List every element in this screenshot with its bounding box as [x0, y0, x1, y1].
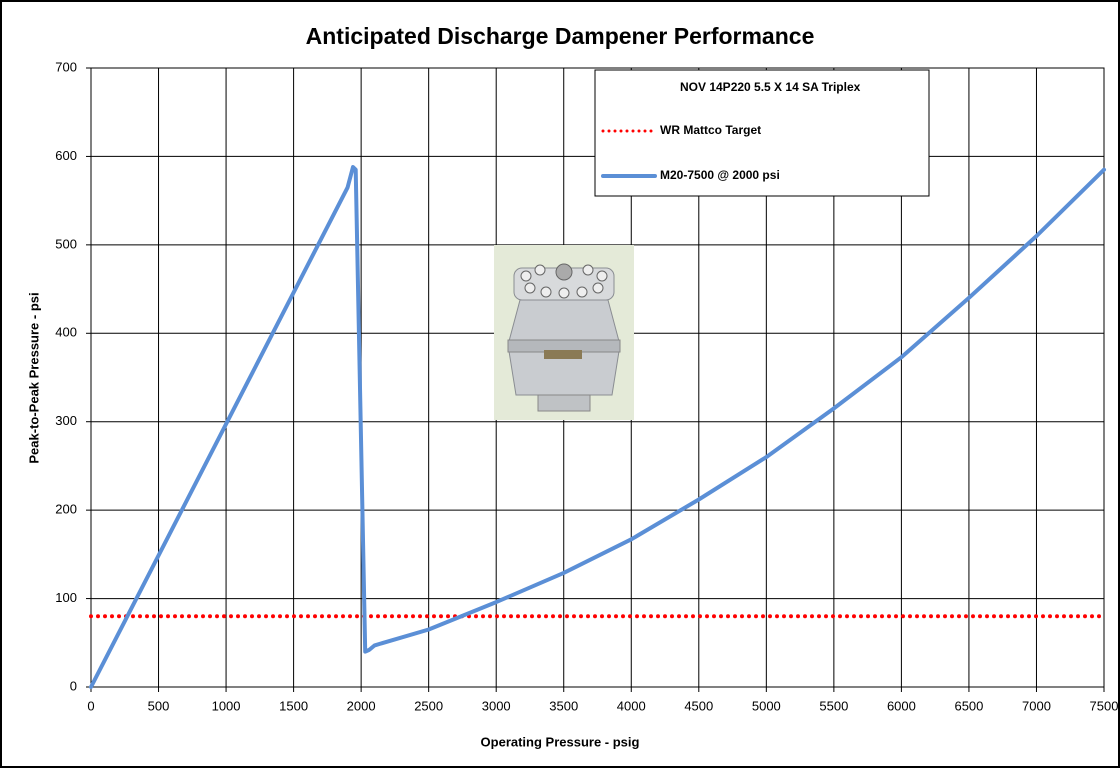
y-tick-label: 400 [55, 325, 77, 340]
x-tick-label: 5500 [819, 698, 848, 713]
y-tick-label: 300 [55, 413, 77, 428]
x-tick-label: 6500 [954, 698, 983, 713]
x-tick-label: 3500 [549, 698, 578, 713]
x-tick-label: 1000 [212, 698, 241, 713]
x-tick-label: 4500 [684, 698, 713, 713]
x-tick-label: 4000 [617, 698, 646, 713]
y-tick-label: 0 [70, 678, 77, 693]
legend-label: WR Mattco Target [660, 123, 761, 137]
y-tick-label: 200 [55, 502, 77, 517]
x-tick-label: 1500 [279, 698, 308, 713]
legend-label: M20-7500 @ 2000 psi [660, 168, 780, 182]
product-image [494, 245, 634, 420]
chart-title: Anticipated Discharge Dampener Performan… [306, 23, 815, 49]
x-tick-label: 2500 [414, 698, 443, 713]
x-tick-label: 6000 [887, 698, 916, 713]
y-tick-label: 600 [55, 148, 77, 163]
x-tick-label: 5000 [752, 698, 781, 713]
x-axis-title: Operating Pressure - psig [481, 734, 640, 749]
x-tick-label: 7500 [1090, 698, 1119, 713]
y-axis-title: Peak-to-Peak Pressure - psi [26, 292, 41, 463]
y-tick-label: 700 [55, 59, 77, 74]
x-tick-label: 2000 [347, 698, 376, 713]
x-tick-label: 0 [87, 698, 94, 713]
y-tick-label: 500 [55, 236, 77, 251]
chart: Anticipated Discharge Dampener Performan… [0, 0, 1120, 768]
x-tick-label: 7000 [1022, 698, 1051, 713]
x-tick-label: 3000 [482, 698, 511, 713]
x-tick-label: 500 [148, 698, 170, 713]
legend-title: NOV 14P220 5.5 X 14 SA Triplex [680, 80, 861, 94]
y-tick-label: 100 [55, 590, 77, 605]
page: {"chart_data": {"type": "line", "title":… [0, 0, 1120, 773]
